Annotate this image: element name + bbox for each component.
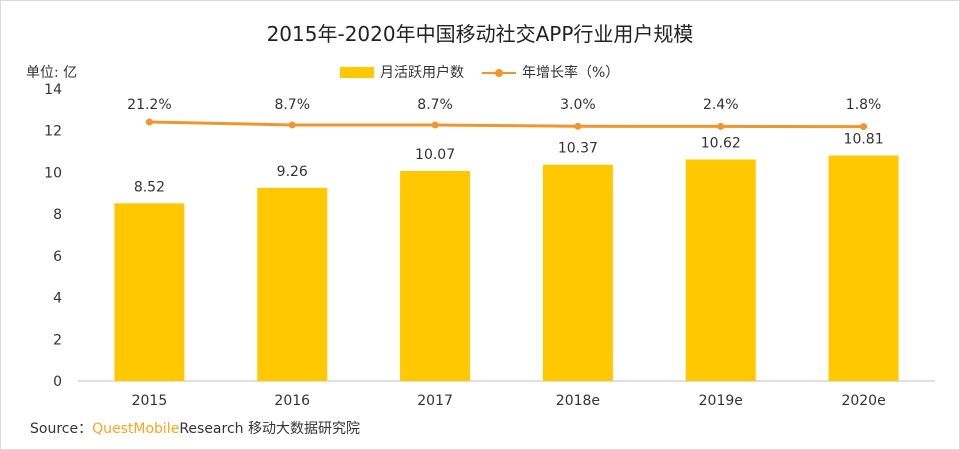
growth-value-label: 1.8% [846, 97, 882, 113]
legend-item-line: 年增长率（%） [482, 62, 619, 82]
growth-line [149, 120, 864, 129]
growth-value-label: 8.7% [417, 97, 453, 113]
y-tick-label: 2 [53, 332, 62, 348]
x-tick-label: 2019e [699, 393, 743, 409]
bar [257, 187, 328, 381]
legend-line-label: 年增长率（%） [522, 65, 620, 81]
bar-value-label: 10.07 [415, 147, 455, 163]
bar-value-label: 10.62 [701, 135, 741, 151]
source-note: Source：QuestMobileResearch 移动大数据研究院 [30, 418, 360, 438]
growth-point [717, 122, 725, 130]
growth-value-label: 3.0% [560, 97, 596, 113]
y-axis-unit-label: 单位: 亿 [26, 65, 78, 81]
growth-point [431, 121, 439, 129]
bar [685, 159, 756, 381]
bar [114, 203, 185, 381]
legend-line-swatch [482, 67, 516, 78]
y-tick-label: 10 [44, 165, 62, 181]
growth-point [574, 122, 582, 130]
y-tick-label: 8 [53, 207, 62, 223]
x-tick-label: 2018e [556, 393, 600, 409]
x-tick-label: 2016 [274, 393, 310, 409]
bar-value-label: 8.52 [134, 179, 165, 195]
y-tick-label: 0 [53, 374, 62, 390]
bar [542, 164, 613, 381]
legend-bar-label: 月活跃用户数 [380, 65, 464, 81]
y-tick-label: 4 [53, 291, 62, 307]
growth-point [288, 121, 296, 129]
y-tick-label: 14 [44, 82, 62, 98]
chart-title: 2015年-2020年中国移动社交APP行业用户规模 [266, 22, 694, 46]
legend-bar-swatch [340, 66, 374, 78]
source-suffix: Research 移动大数据研究院 [179, 421, 360, 437]
x-tick-label: 2020e [841, 393, 885, 409]
y-tick-label: 6 [53, 249, 62, 265]
y-tick-label: 12 [44, 124, 62, 140]
source-brand: QuestMobile [92, 421, 180, 437]
x-tick-label: 2015 [132, 393, 168, 409]
x-tick-label: 2017 [417, 393, 453, 409]
bar-value-label: 10.81 [844, 132, 884, 148]
chart-legend: 月活跃用户数 年增长率（%） [340, 62, 619, 82]
source-prefix: Source： [30, 421, 93, 437]
legend-item-bar: 月活跃用户数 [340, 62, 464, 82]
growth-value-label: 8.7% [274, 97, 310, 113]
bar [400, 170, 471, 381]
bar [828, 155, 899, 381]
growth-point [860, 123, 868, 131]
bar-value-label: 9.26 [277, 164, 308, 180]
growth-point [145, 118, 153, 126]
growth-value-label: 21.2% [127, 97, 171, 113]
bar-value-label: 10.37 [558, 141, 598, 157]
growth-value-label: 2.4% [703, 97, 739, 113]
